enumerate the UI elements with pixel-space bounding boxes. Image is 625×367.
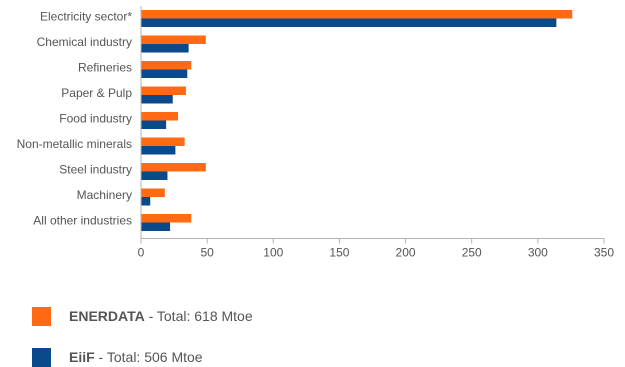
legend-name-enerdata: ENERDATA [69, 308, 145, 324]
category-label: Refineries [78, 61, 132, 75]
bar-enerdata-2 [141, 61, 192, 70]
legend-item-enerdata: ENERDATA - Total: 618 Mtoe [32, 306, 592, 326]
category-label: Chemical industry [37, 35, 132, 49]
category-label: Paper & Pulp [61, 86, 132, 100]
bar-eiif-3 [141, 95, 173, 104]
x-tick-label: 150 [329, 246, 349, 260]
bar-enerdata-6 [141, 163, 206, 172]
legend-item-eiif: EiiF - Total: 506 Mtoe [32, 347, 592, 367]
category-labels: Electricity sector* Chemical industry Refi… [17, 10, 133, 228]
x-tick-label: 250 [462, 246, 482, 260]
x-tick-label: 200 [396, 246, 416, 260]
bar-eiif-8 [141, 222, 171, 231]
category-label: Non-metallic minerals [17, 137, 132, 151]
bar-enerdata-3 [141, 86, 186, 95]
bar-chart: Electricity sector* Chemical industry Refi… [17, 6, 614, 260]
category-label: Food industry [59, 112, 132, 126]
legend-text-eiif: EiiF - Total: 506 Mtoe [69, 349, 203, 365]
legend-text-enerdata: ENERDATA - Total: 618 Mtoe [69, 308, 253, 324]
legend-suffix-eiif: - Total: 506 Mtoe [94, 349, 203, 365]
legend-suffix-enerdata: - Total: 618 Mtoe [144, 308, 253, 324]
bar-eiif-5 [141, 146, 176, 155]
x-tick-label: 50 [200, 246, 214, 260]
legend-swatch-enerdata [32, 306, 51, 326]
bars [141, 10, 573, 231]
x-axis: 0 50 100 150 200 250 300 350 [138, 6, 614, 260]
bar-enerdata-4 [141, 112, 179, 121]
bar-enerdata-1 [141, 35, 206, 44]
bar-eiif-0 [141, 18, 557, 27]
bar-eiif-4 [141, 120, 167, 129]
category-label: All other industries [33, 214, 132, 228]
bar-enerdata-8 [141, 214, 192, 223]
category-label: Electricity sector* [40, 10, 132, 24]
x-tick-label: 0 [138, 246, 145, 260]
bar-enerdata-7 [141, 188, 165, 197]
legend-swatch-eiif [32, 347, 51, 367]
bar-eiif-2 [141, 69, 188, 78]
bar-eiif-6 [141, 171, 168, 180]
category-label: Steel industry [59, 163, 132, 177]
x-tick-label: 350 [594, 246, 614, 260]
category-label: Machinery [77, 188, 132, 202]
x-tick-label: 100 [263, 246, 283, 260]
x-tick-label: 300 [528, 246, 548, 260]
bar-enerdata-0 [141, 10, 573, 19]
legend-name-eiif: EiiF [69, 349, 95, 365]
bar-enerdata-5 [141, 137, 185, 146]
bar-eiif-1 [141, 44, 189, 53]
bar-eiif-7 [141, 197, 151, 206]
